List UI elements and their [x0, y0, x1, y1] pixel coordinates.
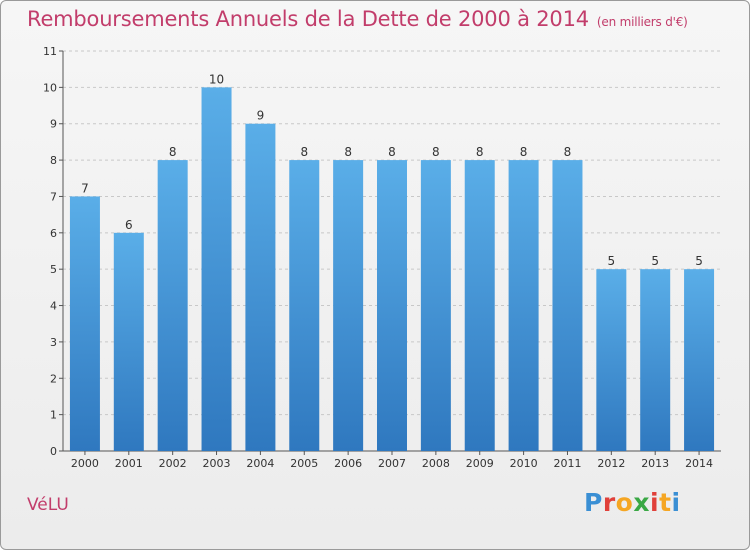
data-label: 8	[169, 145, 177, 159]
x-tick-label: 2007	[378, 457, 406, 470]
bar-2008	[420, 160, 451, 451]
data-label: 7	[81, 181, 89, 195]
x-tick-label: 2006	[334, 457, 362, 470]
bar-2002	[157, 160, 188, 451]
x-tick-label: 2012	[597, 457, 625, 470]
bar-2003	[201, 87, 232, 451]
x-tick-label: 2010	[510, 457, 538, 470]
x-tick-label: 2008	[422, 457, 450, 470]
proxiti-logo: Proxiti	[584, 488, 681, 517]
data-label: 5	[695, 254, 703, 268]
y-tick-label: 7	[50, 190, 57, 203]
y-tick-label: 1	[50, 409, 57, 422]
data-label: 8	[344, 145, 352, 159]
logo-letter: r	[602, 488, 616, 517]
y-tick-label: 4	[50, 300, 57, 313]
x-tick-label: 2014	[685, 457, 713, 470]
x-tick-label: 2005	[290, 457, 318, 470]
bar-2000	[69, 196, 100, 451]
x-tick-label: 2001	[115, 457, 143, 470]
x-tick-label: 2013	[641, 457, 669, 470]
logo-letter: P	[584, 488, 603, 517]
y-tick-label: 5	[50, 263, 57, 276]
data-label: 8	[300, 145, 308, 159]
logo-letter: i	[650, 488, 660, 517]
labels: 2000 7 2001 6 2002 8 2003 10 2004 9 2005 8 2006 8 2007…	[71, 72, 713, 470]
y-tick-label: 11	[43, 45, 57, 58]
chart-title: Remboursements Annuels de la Dette de 20…	[27, 7, 688, 31]
y-tick-label: 6	[50, 227, 57, 240]
data-label: 5	[651, 254, 659, 268]
data-label: 5	[608, 254, 616, 268]
bar-2012	[596, 269, 627, 451]
logo-letter: i	[671, 488, 681, 517]
data-label: 8	[564, 145, 572, 159]
y-tick-label: 8	[50, 154, 57, 167]
bar-2005	[289, 160, 320, 451]
data-label: 10	[209, 72, 224, 86]
bars	[69, 87, 715, 452]
data-label: 6	[125, 218, 133, 232]
bar-2001	[113, 232, 144, 451]
y-tick-label: 9	[50, 118, 57, 131]
data-label: 8	[520, 145, 528, 159]
x-tick-label: 2000	[71, 457, 99, 470]
bar-2006	[333, 160, 364, 451]
y-tick-label: 0	[50, 445, 57, 458]
logo-letter: x	[633, 488, 650, 517]
x-tick-label: 2004	[246, 457, 274, 470]
title-text: Remboursements Annuels de la Dette de 20…	[27, 7, 589, 31]
logo-letter: t	[659, 488, 672, 517]
y-tick-label: 3	[50, 336, 57, 349]
y-tick-label: 10	[43, 81, 57, 94]
bar-2013	[640, 269, 671, 451]
data-label: 8	[432, 145, 440, 159]
y-tick-label: 2	[50, 372, 57, 385]
x-tick-label: 2009	[466, 457, 494, 470]
chart-subtitle: (en milliers d'€)	[596, 15, 688, 29]
data-label: 9	[257, 109, 265, 123]
x-tick-label: 2011	[553, 457, 581, 470]
bar-2011	[552, 160, 583, 451]
bar-2007	[377, 160, 407, 451]
commune-name: VéLU	[27, 495, 69, 515]
logo-letter: o	[615, 488, 634, 517]
x-tick-label: 2002	[159, 457, 187, 470]
data-label: 8	[388, 145, 396, 159]
bar-2010	[508, 160, 539, 451]
bar-2004	[245, 123, 276, 452]
bar-2014	[684, 269, 715, 451]
data-label: 8	[476, 145, 484, 159]
bar-2009	[464, 160, 495, 451]
x-tick-label: 2003	[203, 457, 231, 470]
